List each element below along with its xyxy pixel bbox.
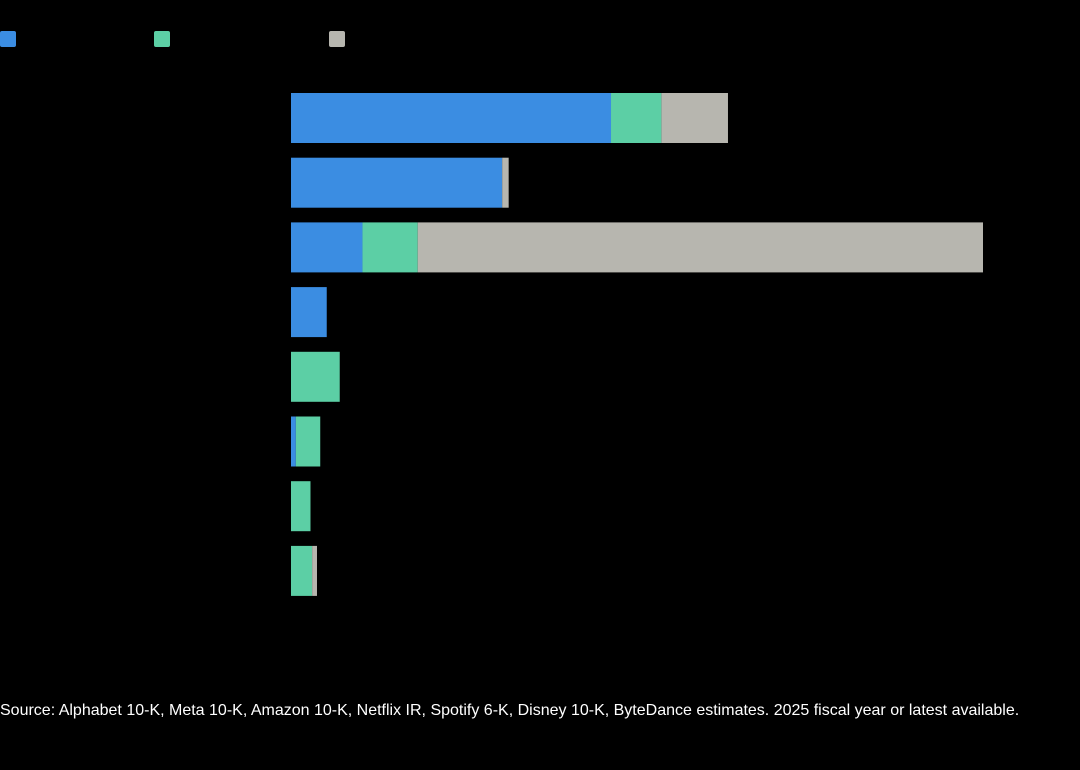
bar-row-5 [291, 351, 340, 402]
legend-swatch-1 [0, 31, 16, 47]
bar-segment-1-3 [661, 93, 728, 143]
bar-row-1 [291, 93, 728, 143]
bar-segment-8-3 [312, 545, 317, 596]
bar-row-6 [291, 416, 321, 467]
bar-row-3 [291, 222, 983, 273]
bar-segment-8-2 [291, 545, 313, 596]
bar-row-7 [291, 481, 311, 532]
bar-row-8 [291, 545, 317, 596]
bar-segment-2-3 [502, 157, 509, 208]
bar-segment-1-2 [611, 93, 662, 143]
bar-segment-1-1 [291, 93, 612, 143]
bar-segment-3-2 [362, 222, 418, 273]
bar-segment-2-1 [291, 157, 503, 208]
bar-segment-5-2 [291, 351, 340, 402]
bar-segment-7-2 [291, 481, 311, 532]
source-note: Source: Alphabet 10-K, Meta 10-K, Amazon… [0, 702, 1020, 719]
bar-segment-3-3 [417, 222, 983, 273]
bar-segment-6-2 [295, 416, 321, 467]
bar-segment-4-1 [291, 287, 327, 338]
bars [291, 93, 983, 596]
bar-row-4 [291, 287, 327, 338]
bar-segment-6-1 [291, 416, 296, 467]
bar-row-2 [291, 157, 509, 208]
legend-swatch-3 [329, 31, 345, 47]
legend-swatch-2 [154, 31, 170, 47]
bar-segment-3-1 [291, 222, 363, 273]
legend [0, 31, 345, 47]
